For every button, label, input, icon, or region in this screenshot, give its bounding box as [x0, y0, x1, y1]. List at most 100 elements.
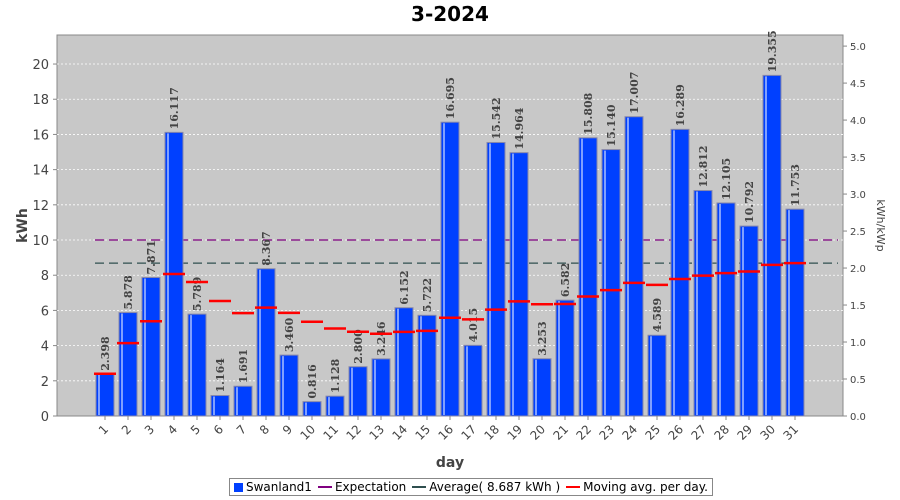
y2-tick-label: 1.5 — [850, 301, 866, 312]
legend-label: Expectation — [334, 480, 407, 494]
x-tick-label: 16 — [435, 422, 456, 443]
legend-label: Swanland1 — [246, 480, 312, 494]
y2-tick-label: 3.0 — [850, 190, 866, 201]
bar-value-label: 1.691 — [237, 349, 250, 383]
bar-value-label: 15.808 — [582, 92, 595, 134]
x-tick-label: 2 — [119, 422, 134, 437]
y-axis-label: kWh — [15, 208, 31, 243]
x-tick-label: 27 — [688, 422, 709, 443]
chart-title: 3-2024 — [411, 2, 489, 26]
y2-tick-label: 2.0 — [850, 264, 866, 275]
y2-tick-label: 4.5 — [850, 79, 866, 90]
bar-value-label: 19.355 — [766, 30, 779, 72]
y2-tick-label: 3.5 — [850, 153, 866, 164]
bar-value-label: 4.589 — [651, 298, 664, 332]
x-tick-label: 3 — [142, 422, 157, 437]
y2-tick-label: 0.5 — [850, 375, 866, 386]
x-tick-label: 23 — [596, 422, 617, 443]
bar-value-label: 12.105 — [720, 158, 733, 200]
y-tick-label: 4 — [41, 340, 49, 355]
x-tick-label: 6 — [211, 422, 226, 437]
x-tick-label: 19 — [504, 422, 525, 443]
x-tick-label: 13 — [366, 422, 387, 443]
y-tick-label: 10 — [32, 234, 49, 249]
bar-value-label: 15.542 — [490, 97, 503, 139]
bar-value-label: 7.871 — [145, 240, 158, 274]
bar-value-label: 3.253 — [536, 321, 549, 355]
y2-axis-label: kWh/kWp — [874, 199, 887, 251]
x-tick-label: 29 — [734, 422, 755, 443]
legend-label: Moving avg. per day. — [583, 480, 708, 494]
y2-tick-label: 2.5 — [850, 227, 866, 238]
bar-value-label: 6.152 — [398, 270, 411, 304]
x-tick-label: 21 — [550, 422, 571, 443]
x-tick-label: 10 — [297, 422, 318, 443]
x-tick-label: 15 — [412, 422, 433, 443]
bar-value-label: 14.964 — [513, 107, 526, 149]
legend-swatch — [566, 486, 581, 488]
x-tick-label: 17 — [458, 422, 479, 443]
y-tick-label: 12 — [32, 199, 49, 214]
x-tick-label: 5 — [188, 422, 203, 437]
bar-value-label: 5.789 — [191, 277, 204, 311]
bar-value-label: 3.460 — [283, 317, 296, 352]
bar-value-label: 1.164 — [214, 358, 227, 393]
x-tick-label: 24 — [619, 422, 640, 443]
bar-value-label: 15.140 — [605, 104, 618, 146]
bar-value-label: 16.695 — [444, 77, 457, 119]
x-tick-label: 14 — [389, 422, 410, 443]
bar-value-label: 0.816 — [306, 364, 319, 399]
legend: Swanland1 Expectation Average( 8.687 kWh )… — [229, 478, 713, 496]
y-tick-label: 18 — [32, 93, 49, 108]
x-tick-label: 22 — [573, 422, 594, 443]
x-tick-label: 18 — [481, 422, 502, 443]
y-tick-label: 2 — [41, 375, 49, 390]
bar-value-label: 3.246 — [375, 321, 388, 356]
legend-item: Expectation — [317, 480, 407, 494]
x-tick-label: 26 — [665, 422, 686, 443]
bar-value-label: 1.128 — [329, 358, 342, 393]
x-tick-label: 9 — [280, 422, 295, 437]
bar-value-label: 12.812 — [697, 145, 710, 187]
x-tick-label: 20 — [527, 422, 548, 443]
bar-value-label: 10.792 — [743, 181, 756, 223]
legend-item: Swanland1 — [234, 480, 312, 494]
y-tick-label: 16 — [32, 128, 49, 143]
y-tick-label: 0 — [41, 410, 49, 425]
bar-value-label: 5.722 — [421, 278, 434, 312]
legend-item: Average( 8.687 kWh ) — [412, 480, 560, 494]
x-tick-label: 4 — [165, 422, 180, 437]
legend-swatch — [234, 482, 243, 492]
x-tick-label: 12 — [343, 422, 364, 443]
y2-tick-label: 5.0 — [850, 42, 866, 53]
legend-swatch — [412, 486, 427, 488]
bar-value-label: 5.878 — [122, 275, 135, 310]
bar-value-label: 4.015 — [467, 308, 480, 342]
y-tick-label: 14 — [32, 164, 49, 179]
x-tick-label: 30 — [757, 422, 778, 443]
bar-value-label: 2.398 — [99, 336, 112, 371]
y-tick-label: 6 — [41, 304, 49, 319]
x-tick-label: 28 — [711, 422, 732, 443]
y-tick-label: 8 — [41, 269, 49, 284]
bar-value-label: 2.800 — [352, 329, 365, 364]
legend-item: Moving avg. per day. — [566, 480, 708, 494]
bar-value-label: 17.007 — [628, 72, 641, 114]
y2-tick-label: 0.0 — [850, 412, 866, 423]
bar-value-label: 6.582 — [559, 263, 572, 297]
x-tick-label: 1 — [96, 422, 111, 437]
y2-tick-label: 1.0 — [850, 338, 866, 349]
x-axis-label: day — [436, 455, 464, 471]
legend-label: Average( 8.687 kWh ) — [429, 480, 561, 494]
bar-value-label: 16.289 — [674, 84, 687, 126]
y2-tick-label: 4.0 — [850, 116, 866, 127]
x-tick-label: 31 — [780, 422, 801, 443]
x-tick-label: 25 — [642, 422, 663, 443]
bar-value-label: 16.117 — [168, 87, 181, 129]
bar-value-label: 11.753 — [789, 164, 802, 206]
y-tick-label: 20 — [32, 58, 49, 73]
x-tick-label: 8 — [257, 422, 272, 437]
x-tick-label: 7 — [234, 422, 249, 437]
x-tick-label: 11 — [320, 422, 341, 443]
